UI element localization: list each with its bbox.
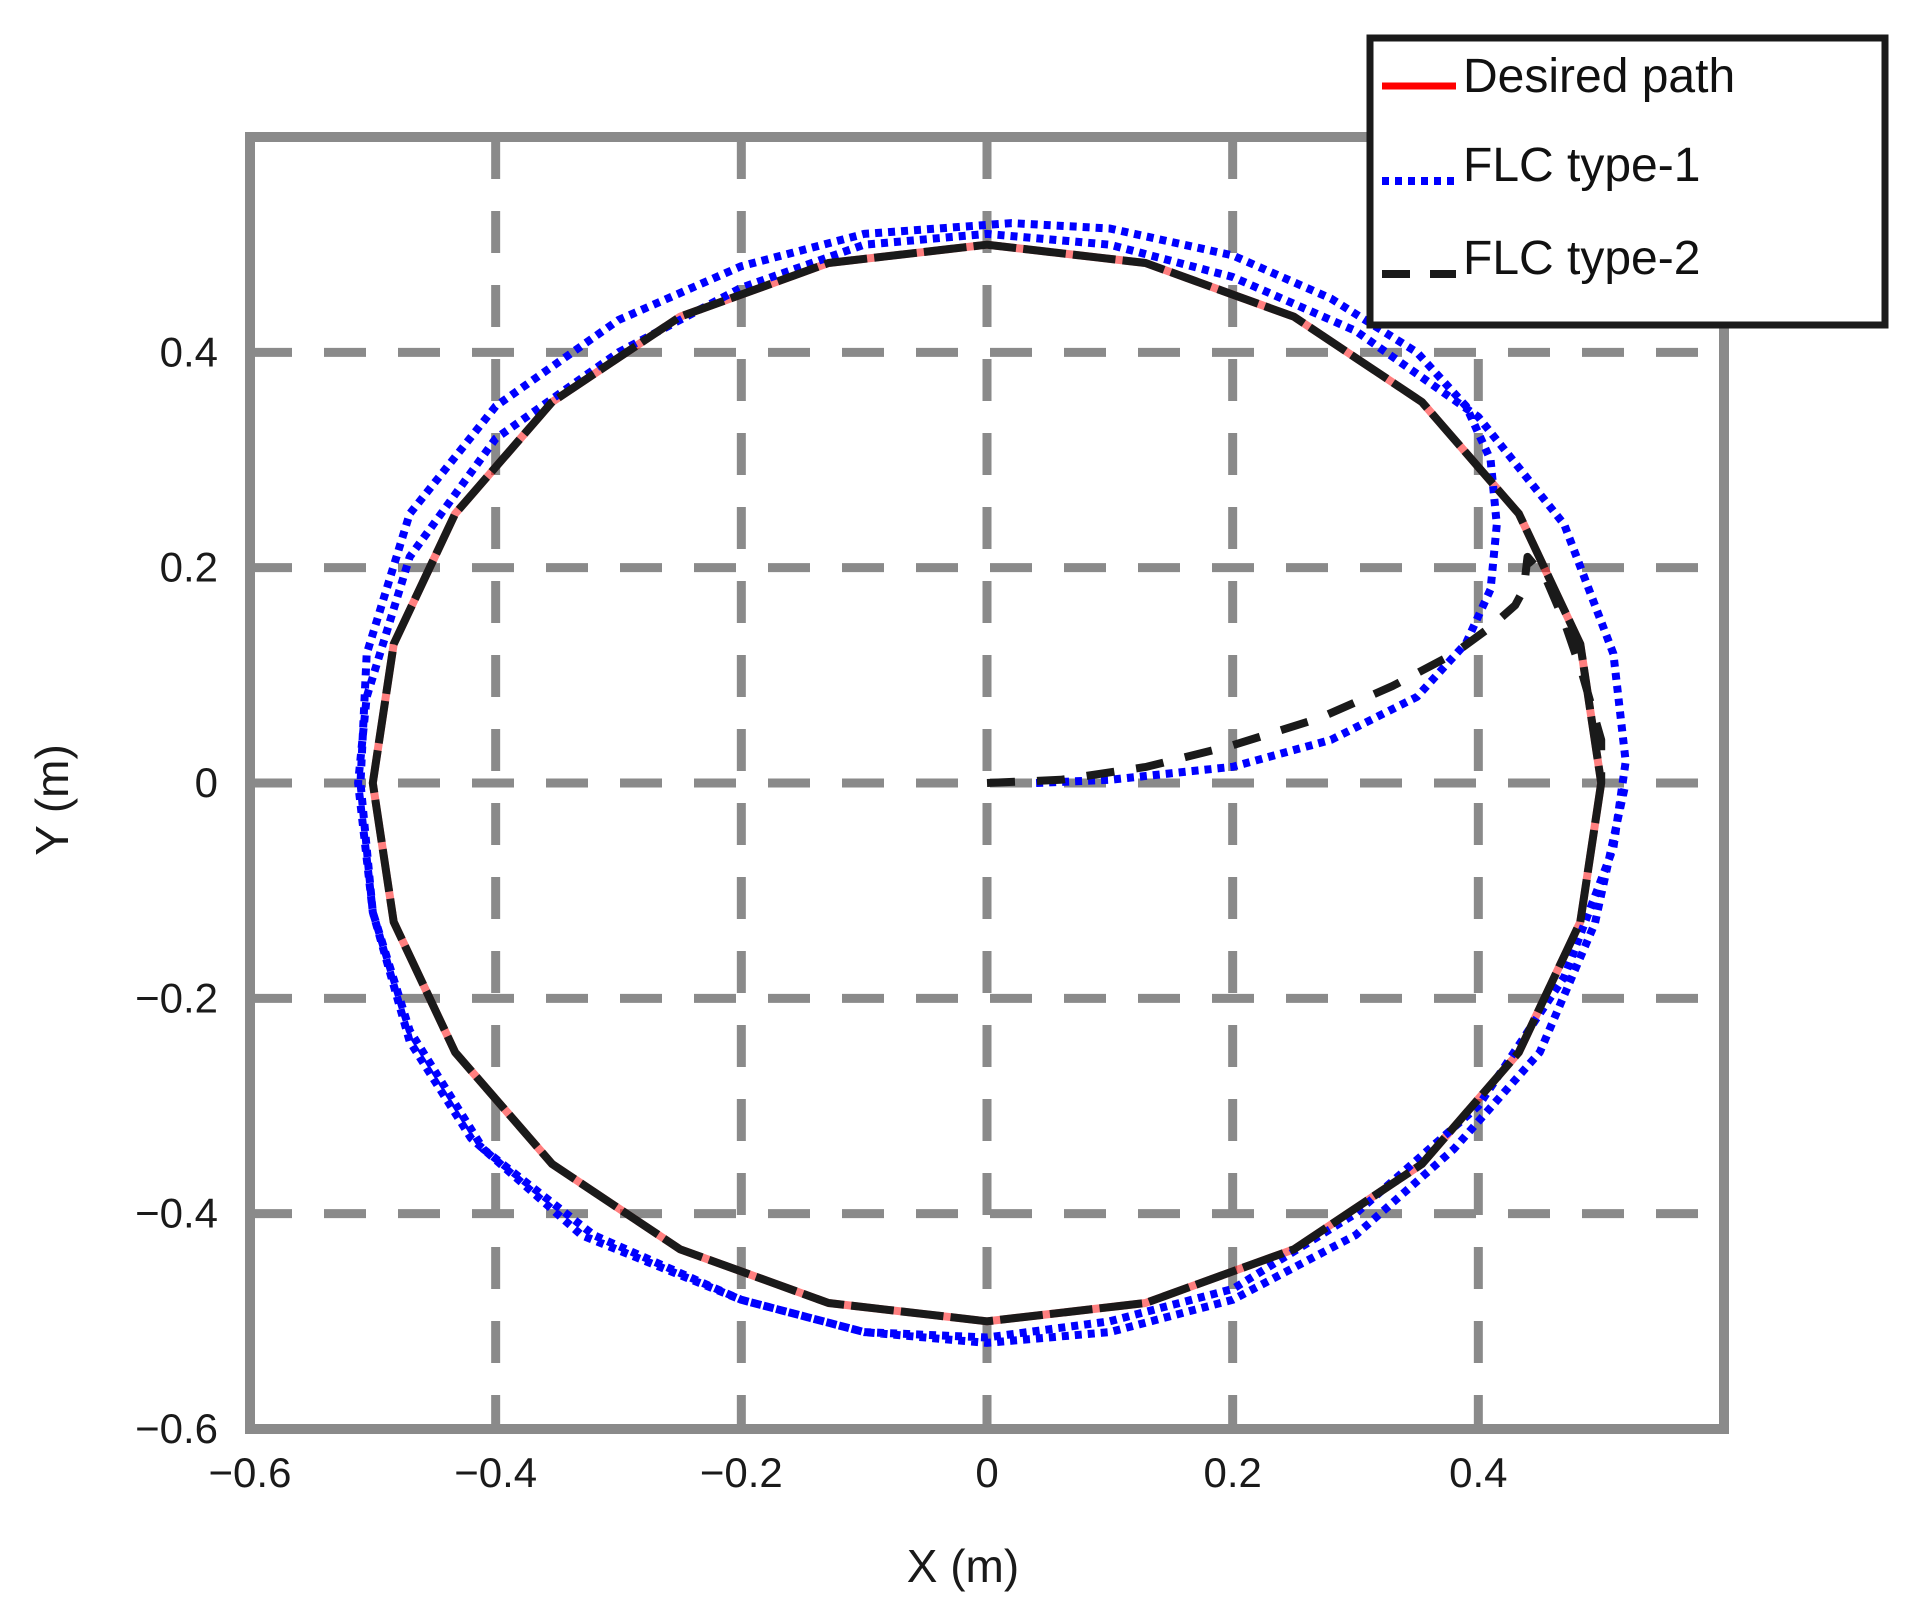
y-axis-label: Y (m) [26,744,78,856]
x-tick-label-3: 0 [975,1449,998,1496]
y-tick-label-4: 0.2 [160,544,218,591]
x-tick-label-1: −0.4 [454,1449,537,1496]
tick-labels: −0.6 −0.4 −0.2 0 0.2 0.4 −0.6 −0.4 −0.2 0 0.2 0.4 [135,328,1507,1496]
series-layer [354,219,1630,1347]
grid-lines [250,137,1724,1429]
x-tick-label-5: 0.4 [1449,1449,1507,1496]
x-tick-label-2: −0.2 [700,1449,783,1496]
plot-frame [245,132,1729,1434]
legend-label-desired-path: Desired path [1463,50,1735,103]
y-tick-label-0: −0.6 [135,1405,218,1452]
y-tick-label-1: −0.4 [135,1190,218,1237]
y-tick-label-5: 0.4 [160,328,218,375]
legend: Desired path FLC type-1 FLC type-2 [1366,34,1889,329]
series-line-flc-type-1 [354,219,1630,1347]
x-tick-label-4: 0.2 [1203,1449,1261,1496]
y-tick-label-2: −0.2 [135,974,218,1021]
x-axis-label: X (m) [907,1540,1019,1592]
legend-label-flc-type-2: FLC type-2 [1463,232,1700,285]
x-tick-label-0: −0.6 [209,1449,292,1496]
y-tick-label-3: 0 [195,759,218,806]
legend-label-flc-type-1: FLC type-1 [1463,139,1700,192]
